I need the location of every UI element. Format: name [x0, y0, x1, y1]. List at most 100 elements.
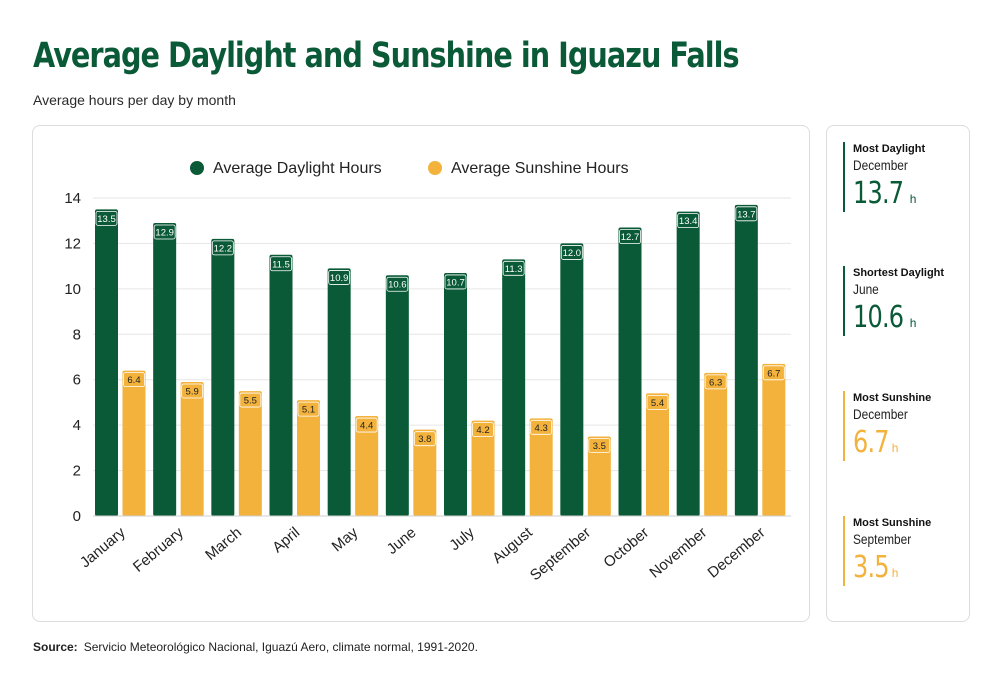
bar-daylight — [618, 227, 642, 516]
bar-sunshine — [587, 436, 611, 516]
data-label: 10.6 — [388, 280, 407, 291]
bar-daylight — [676, 211, 700, 516]
data-label-box — [619, 229, 641, 244]
bar-daylight — [385, 275, 409, 516]
bar-daylight — [444, 272, 467, 516]
data-label-box — [677, 213, 700, 229]
stat-unit: h — [909, 316, 917, 330]
x-tick-label: March — [202, 524, 245, 564]
bar-sunshine — [529, 418, 553, 516]
data-label: 10.7 — [446, 277, 465, 288]
x-tick-label: June — [384, 524, 420, 558]
stat-label: Most Sunshine — [853, 392, 932, 404]
data-label-box — [560, 245, 583, 260]
stat-unit: h — [909, 192, 917, 206]
stat-value: 3.5 — [853, 550, 890, 585]
bar-sunshine — [122, 370, 146, 516]
stat-value: 10.6 — [853, 300, 904, 335]
data-label-box — [386, 276, 409, 292]
data-label-box — [297, 401, 320, 417]
data-label: 5.1 — [302, 405, 315, 416]
bar-sunshine — [704, 372, 728, 516]
data-label-box — [413, 431, 436, 447]
data-label: 6.7 — [767, 368, 780, 379]
x-tick-label: August — [489, 524, 536, 568]
source-note: Source: Servicio Meteorológico Nacional, … — [33, 640, 478, 654]
data-label: 3.5 — [593, 441, 606, 452]
bar-sunshine — [646, 393, 669, 516]
source-text: Servicio Meteorológico Nacional, Iguazú … — [83, 640, 478, 654]
y-tick-label: 0 — [73, 508, 81, 525]
y-tick-label: 8 — [73, 326, 81, 343]
x-tick-label: January — [77, 524, 129, 572]
page-title: Average Daylight and Sunshine in Iguazu … — [33, 36, 740, 76]
stat-most-daylight: Most Daylight December 13.7 h — [843, 142, 973, 212]
y-tick-label: 6 — [73, 372, 81, 389]
y-tick-label: 2 — [73, 463, 81, 480]
bar-daylight — [560, 243, 584, 516]
bar-daylight — [269, 254, 293, 517]
data-label: 11.5 — [272, 259, 290, 270]
data-label: 13.5 — [97, 214, 116, 225]
stats-panel: Most Daylight December 13.7 h Shortest D… — [826, 125, 970, 622]
data-label-box — [704, 374, 727, 390]
data-label: 5.9 — [186, 386, 199, 397]
data-label: 10.9 — [330, 273, 349, 284]
y-tick-label: 12 — [64, 235, 81, 252]
data-label: 13.4 — [679, 216, 698, 227]
stat-least-sunshine: Most Sunshine September 3.5 h — [843, 516, 973, 586]
data-label-box — [181, 383, 204, 399]
data-label-box — [502, 260, 525, 276]
stat-label: Shortest Daylight — [853, 267, 945, 279]
data-label-box — [762, 365, 785, 381]
data-label-box — [328, 270, 351, 285]
stat-month: December — [853, 406, 908, 422]
data-label-box — [444, 274, 467, 290]
data-label-box — [530, 419, 553, 435]
data-label: 13.7 — [737, 209, 756, 220]
data-label: 12.2 — [214, 243, 233, 254]
x-tick-label: April — [269, 524, 303, 556]
stat-month: June — [853, 281, 879, 297]
x-tick-label: February — [130, 524, 187, 576]
data-label-box — [153, 224, 176, 240]
x-tick-label: November — [646, 524, 710, 582]
data-label-box — [95, 210, 118, 226]
stat-month: September — [853, 531, 912, 547]
stat-unit: h — [891, 566, 899, 580]
stat-unit: h — [891, 441, 899, 455]
stat-label: Most Daylight — [853, 143, 926, 155]
x-tick-label: December — [705, 524, 769, 582]
data-label-box — [472, 422, 494, 438]
bar-sunshine — [355, 416, 379, 516]
y-tick-label: 4 — [73, 417, 81, 434]
data-label: 3.8 — [418, 434, 431, 445]
data-label: 4.4 — [360, 421, 373, 432]
stat-label: Most Sunshine — [853, 517, 932, 529]
bar-sunshine — [180, 381, 204, 516]
bar-sunshine — [471, 420, 495, 516]
bar-sunshine — [762, 363, 786, 516]
data-label-box — [355, 417, 378, 433]
bar-daylight — [211, 238, 235, 516]
bar-daylight — [95, 209, 118, 516]
x-tick-label: May — [329, 524, 362, 556]
legend-label: Average Sunshine Hours — [451, 160, 629, 177]
y-tick-label: 10 — [64, 281, 81, 298]
legend-marker — [428, 161, 442, 175]
data-label: 6.3 — [709, 377, 722, 388]
bar-daylight — [327, 268, 351, 516]
data-label: 4.2 — [476, 425, 489, 436]
bar-sunshine — [238, 391, 262, 516]
data-label-box — [211, 240, 234, 256]
bar-daylight — [502, 259, 526, 516]
data-label: 6.4 — [127, 375, 140, 386]
legend-marker — [190, 161, 204, 175]
x-tick-label: October — [600, 524, 652, 571]
stat-most-sunshine: Most Sunshine December 6.7 h — [843, 391, 973, 461]
data-label-box — [123, 372, 145, 388]
data-label-box — [239, 392, 262, 408]
data-label: 4.3 — [535, 423, 548, 434]
stat-month: December — [853, 157, 908, 173]
data-label: 12.0 — [563, 248, 582, 259]
